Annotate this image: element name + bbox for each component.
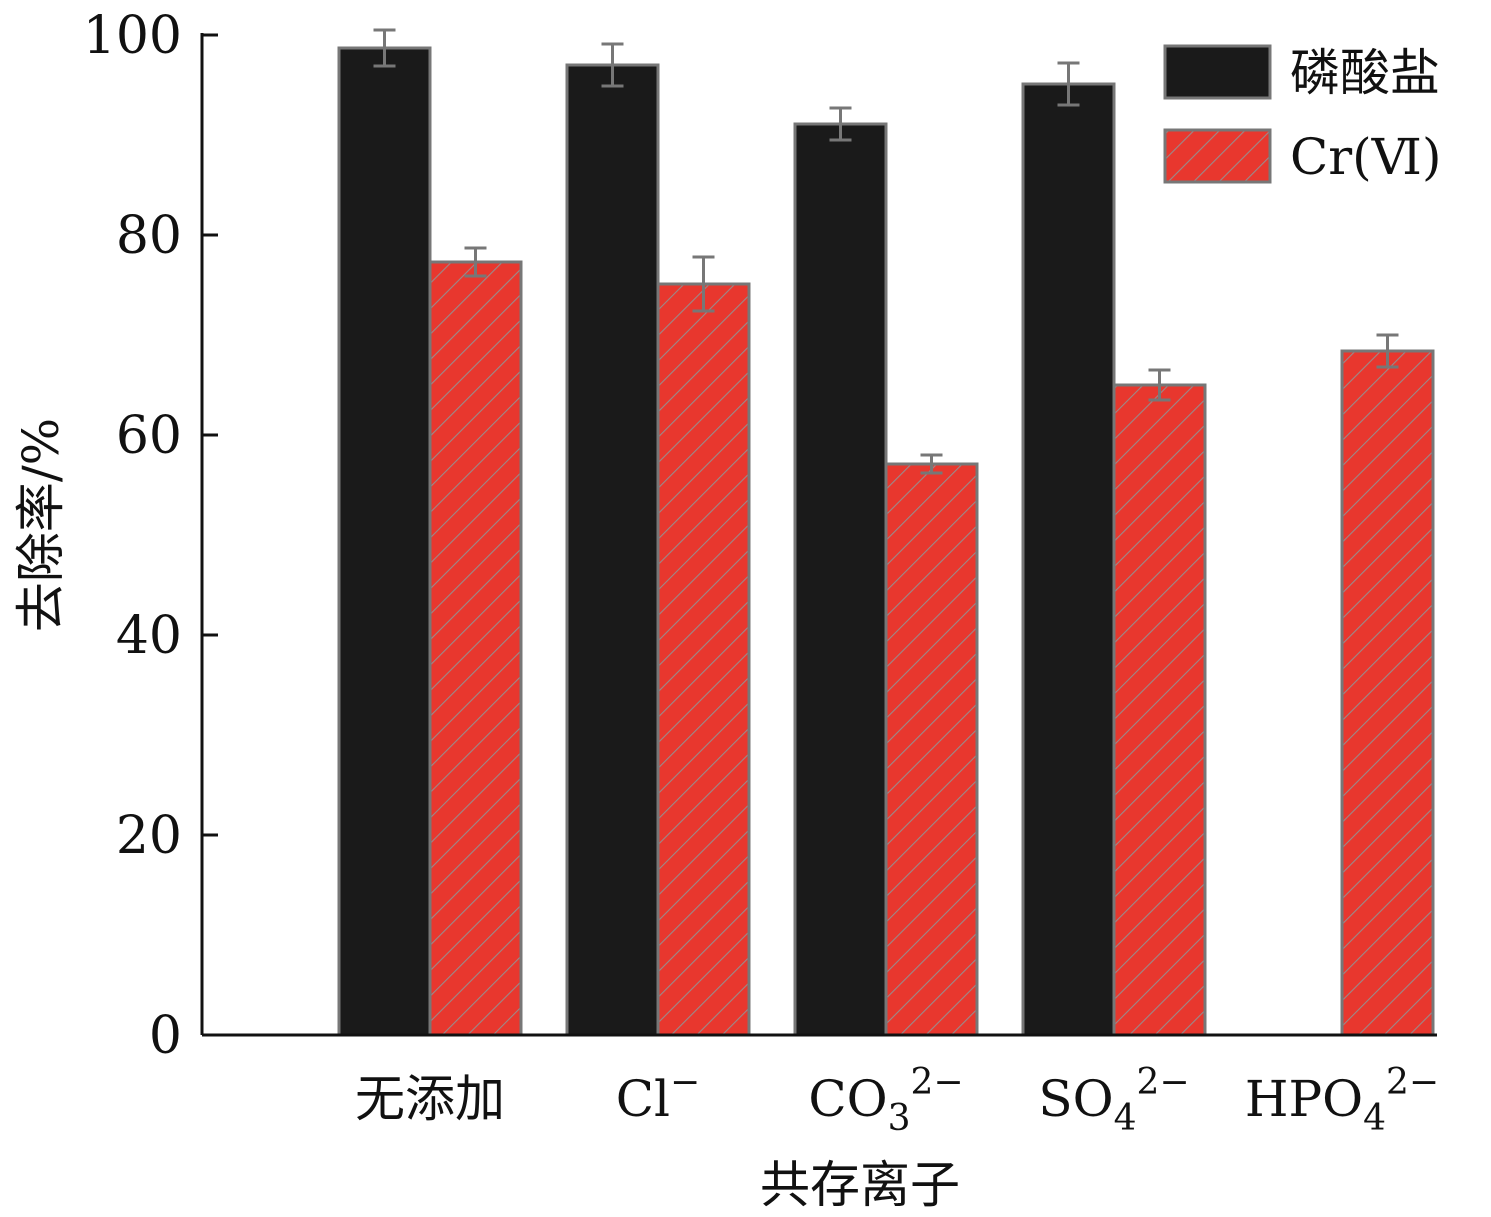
- legend: 磷酸盐 Cr(Ⅵ): [1163, 44, 1441, 186]
- bar-cr6-3: [1112, 383, 1207, 1037]
- x-tick-label-2: CO32−: [808, 1062, 963, 1139]
- bar-cr6-1: [656, 282, 751, 1037]
- error-bar-phosphate-0: [373, 28, 396, 68]
- legend-label-phosphate: 磷酸盐: [1290, 44, 1440, 102]
- legend-swatch-cr6: [1163, 128, 1272, 184]
- legend-swatch-phosphate: [1163, 44, 1272, 100]
- error-bar-phosphate-2: [829, 106, 852, 142]
- bar-cr6-2: [884, 462, 979, 1037]
- x-tick-label-0: 无添加: [355, 1070, 505, 1128]
- bar-phosphate-0: [337, 46, 432, 1037]
- y-axis-title: 去除率/%: [12, 418, 70, 632]
- bar-phosphate-1: [565, 63, 660, 1037]
- error-bar-cr6-2: [920, 453, 943, 475]
- y-tick-label-80: 80: [116, 206, 182, 266]
- legend-label-cr6: Cr(Ⅵ): [1290, 128, 1441, 186]
- error-bar-cr6-3: [1148, 368, 1171, 402]
- y-tick-label-40: 40: [116, 606, 182, 666]
- bar-cr6-0: [428, 260, 523, 1037]
- error-bar-phosphate-1: [601, 42, 624, 88]
- bar-phosphate-2: [793, 122, 888, 1037]
- bar-cr6-4: [1340, 349, 1435, 1037]
- error-bar-phosphate-3: [1057, 61, 1080, 107]
- error-bar-cr6-0: [464, 246, 487, 278]
- x-axis-title: 共存离子: [760, 1156, 960, 1214]
- y-tick-label-100: 100: [83, 6, 182, 66]
- x-tick-label-3: SO42−: [1038, 1062, 1189, 1139]
- y-tick-label-0: 0: [149, 1006, 182, 1066]
- bar-phosphate-3: [1021, 82, 1116, 1037]
- x-tick-label-1: Cl−: [616, 1062, 700, 1128]
- y-tick-label-60: 60: [116, 406, 182, 466]
- y-tick-label-20: 20: [116, 806, 182, 866]
- error-bar-cr6-4: [1376, 333, 1399, 369]
- error-bar-cr6-1: [692, 255, 715, 313]
- x-tick-label-4: HPO42−: [1245, 1062, 1439, 1139]
- plot-area: 0 20 40 60 80 100 无添加 Cl− CO32− SO42− HPO42− 共存离子 去除…: [12, 6, 1439, 1214]
